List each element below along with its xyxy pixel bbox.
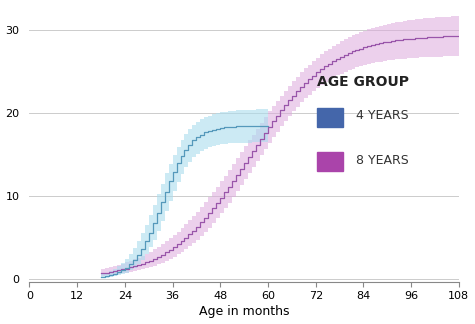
Text: AGE GROUP: AGE GROUP bbox=[317, 75, 409, 88]
Bar bbox=[317, 108, 343, 127]
Text: 8 YEARS: 8 YEARS bbox=[356, 154, 408, 167]
Bar bbox=[317, 152, 343, 171]
X-axis label: Age in months: Age in months bbox=[199, 306, 289, 318]
Text: 4 YEARS: 4 YEARS bbox=[356, 110, 408, 122]
